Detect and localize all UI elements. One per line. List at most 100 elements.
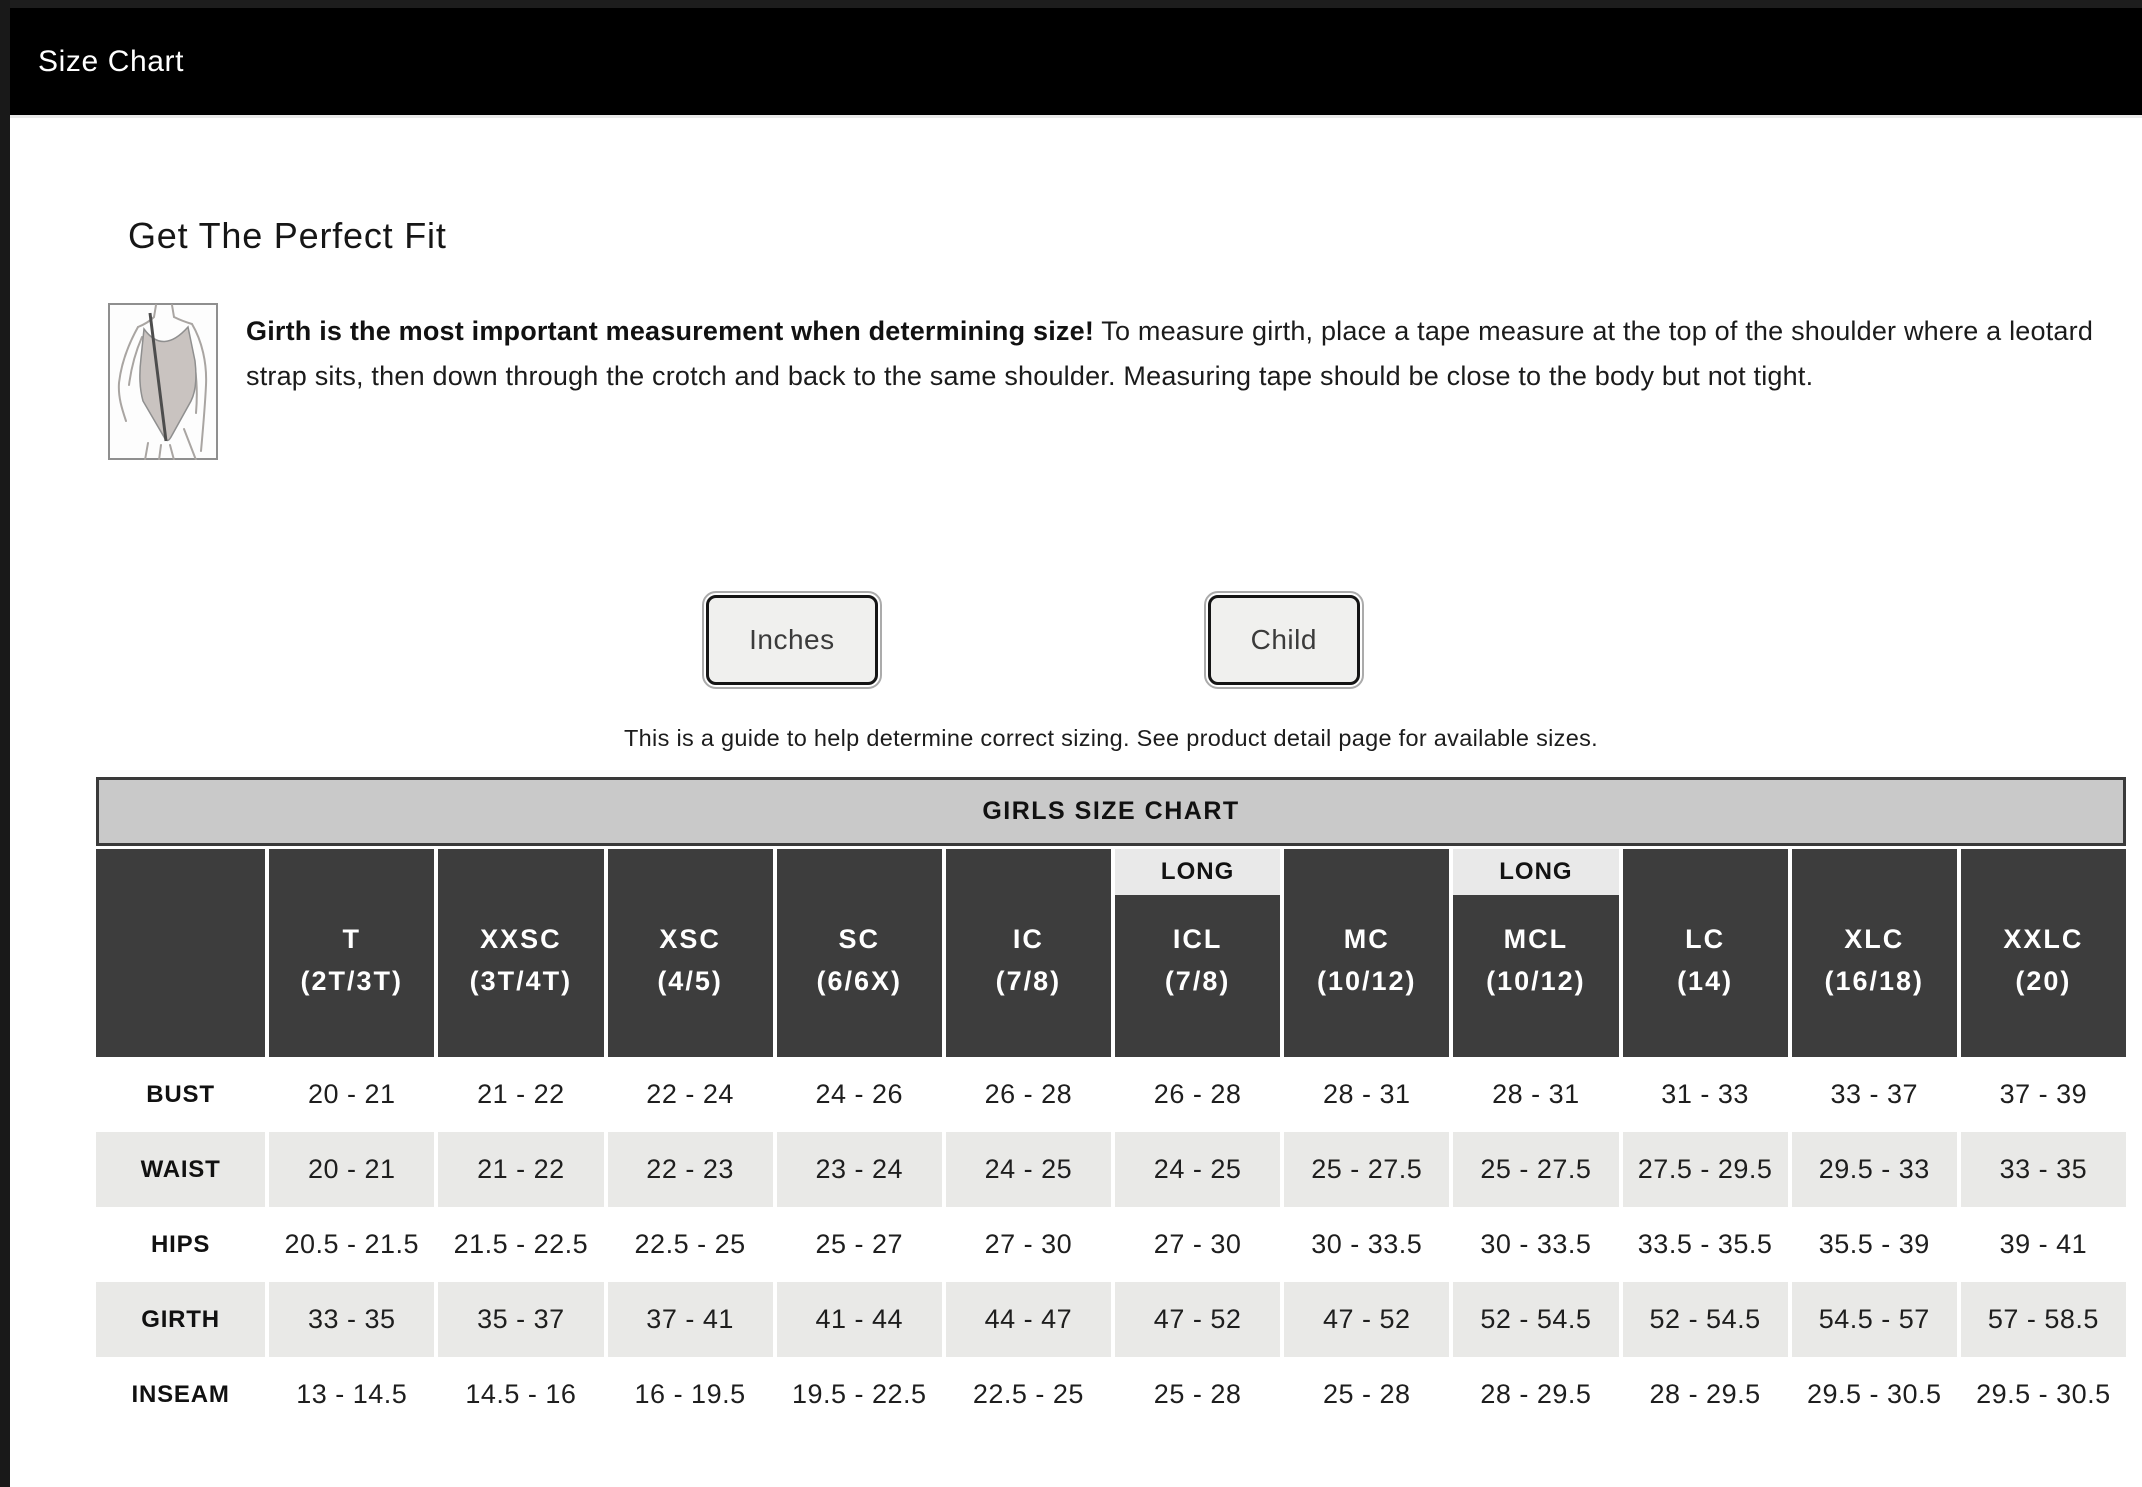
table-cell: 21.5 - 22.5: [434, 1207, 603, 1282]
girth-line: [148, 312, 168, 442]
table-row-girth: GIRTH 33 - 35 35 - 37 37 - 41 41 - 44 44…: [96, 1282, 2126, 1357]
column-header-icl: LONG ICL (7/8): [1111, 849, 1281, 1057]
table-cell: 30 - 33.5: [1280, 1207, 1449, 1282]
column-header-xxlc: XXLC (20): [1956, 849, 2126, 1057]
table-cell: 28 - 29.5: [1618, 1357, 1788, 1432]
column-header-mcl: LONG MCL (10/12): [1449, 849, 1619, 1057]
table-cell: 25 - 28: [1111, 1357, 1280, 1432]
table-cell: 20.5 - 21.5: [265, 1207, 434, 1282]
column-name: T: [342, 923, 361, 954]
table-cell: 22.5 - 25: [603, 1207, 773, 1282]
table-cell: 37 - 39: [1956, 1057, 2126, 1132]
table-cell: 26 - 28: [1111, 1057, 1280, 1132]
table-cell: 26 - 28: [941, 1057, 1111, 1132]
modal-title: Size Chart: [38, 44, 185, 78]
column-header-t: T (2T/3T): [265, 849, 435, 1057]
chart-controls: Inches Child: [0, 591, 2099, 689]
units-button[interactable]: Inches: [702, 591, 882, 689]
table-cell: 21 - 22: [434, 1057, 603, 1132]
table-cell: 39 - 41: [1956, 1207, 2126, 1282]
size-chart-page: Get The Perfect Fit Girth is the most im…: [10, 121, 2142, 1432]
table-cell: 20 - 21: [265, 1132, 434, 1207]
column-size-range: (4/5): [657, 965, 723, 996]
table-cell: 28 - 29.5: [1449, 1357, 1618, 1432]
page-top-edge: [0, 0, 2142, 8]
table-cell: 19.5 - 22.5: [772, 1357, 942, 1432]
column-size-range: (2T/3T): [300, 965, 403, 996]
table-cell: 33.5 - 35.5: [1618, 1207, 1788, 1282]
page-title: Get The Perfect Fit: [128, 215, 447, 256]
column-name: XXSC: [480, 923, 562, 954]
table-title: GIRLS SIZE CHART: [96, 777, 2126, 846]
table-cell: 47 - 52: [1280, 1282, 1449, 1357]
column-size-range: (14): [1677, 965, 1734, 996]
row-label-bust: BUST: [146, 1080, 215, 1108]
table-cell: 22.5 - 25: [941, 1357, 1111, 1432]
table-cell: 31 - 33: [1618, 1057, 1788, 1132]
page-left-edge: [0, 0, 10, 1487]
table-cell: 37 - 41: [603, 1282, 773, 1357]
column-size-range: (6/6X): [816, 965, 902, 996]
row-label-girth: GIRTH: [141, 1305, 220, 1333]
row-label-hips: HIPS: [150, 1230, 211, 1258]
column-header-xsc: XSC (4/5): [603, 849, 773, 1057]
table-cell: 24 - 26: [772, 1057, 942, 1132]
girth-instructions-rest: To measure girth, place a tape measure a…: [246, 316, 2094, 391]
long-band: LONG: [1453, 849, 1619, 895]
table-cell: 28 - 31: [1280, 1057, 1449, 1132]
girth-measurement-illustration: [108, 303, 218, 460]
column-size-range: (7/8): [1164, 965, 1231, 996]
table-cell: 13 - 14.5: [265, 1357, 434, 1432]
table-cell: 41 - 44: [772, 1282, 942, 1357]
table-cell: 35 - 37: [434, 1282, 603, 1357]
table-cell: 30 - 33.5: [1449, 1207, 1618, 1282]
table-row-bust: BUST 20 - 21 21 - 22 22 - 24 24 - 26 26 …: [96, 1057, 2126, 1132]
table-cell: 16 - 19.5: [603, 1357, 773, 1432]
table-cell: 57 - 58.5: [1956, 1282, 2126, 1357]
table-cell: 25 - 27.5: [1449, 1132, 1618, 1207]
table-cell: 24 - 25: [1111, 1132, 1280, 1207]
column-name: XXLC: [2003, 923, 2084, 954]
table-cell: 27 - 30: [1111, 1207, 1280, 1282]
column-size-range: (7/8): [995, 965, 1062, 996]
table-row-inseam: INSEAM 13 - 14.5 14.5 - 16 16 - 19.5 19.…: [96, 1357, 2126, 1432]
table-cell: 25 - 27: [772, 1207, 942, 1282]
girth-instructions-bold: Girth is the most important measurement …: [246, 316, 1095, 346]
table-cell: 27.5 - 29.5: [1618, 1132, 1788, 1207]
table-cell: 22 - 23: [603, 1132, 773, 1207]
table-cell: 52 - 54.5: [1449, 1282, 1618, 1357]
column-name: MCL: [1503, 923, 1569, 954]
column-name: SC: [838, 923, 880, 954]
table-cell: 33 - 37: [1787, 1057, 1957, 1132]
table-cell: 52 - 54.5: [1618, 1282, 1788, 1357]
table-cell: 20 - 21: [265, 1057, 434, 1132]
column-size-range: (20): [2015, 965, 2072, 996]
category-button[interactable]: Child: [1203, 591, 1364, 689]
table-row-waist: WAIST 20 - 21 21 - 22 22 - 23 23 - 24 24…: [96, 1132, 2126, 1207]
long-band: LONG: [1115, 849, 1281, 895]
size-chart-table: GIRLS SIZE CHART T (2T/3T) XXSC (3T/4T) …: [96, 777, 2126, 1432]
table-cell: 29.5 - 30.5: [1956, 1357, 2126, 1432]
column-header-xxsc: XXSC (3T/4T): [434, 849, 604, 1057]
table-cell: 28 - 31: [1449, 1057, 1618, 1132]
table-cell: 21 - 22: [434, 1132, 603, 1207]
column-name: IC: [1012, 923, 1044, 954]
column-header-lc: LC (14): [1618, 849, 1788, 1057]
table-cell: 35.5 - 39: [1787, 1207, 1957, 1282]
girth-instructions: Girth is the most important measurement …: [246, 309, 2102, 399]
table-cell: 24 - 25: [941, 1132, 1111, 1207]
column-header-sc: SC (6/6X): [772, 849, 942, 1057]
column-name: ICL: [1172, 923, 1223, 954]
table-cell: 44 - 47: [941, 1282, 1111, 1357]
table-cell: 22 - 24: [603, 1057, 773, 1132]
column-header-blank: [96, 849, 266, 1057]
row-label-waist: WAIST: [140, 1155, 221, 1183]
column-name: XSC: [659, 923, 721, 954]
table-row-hips: HIPS 20.5 - 21.5 21.5 - 22.5 22.5 - 25 2…: [96, 1207, 2126, 1282]
girth-intro-section: Girth is the most important measurement …: [108, 303, 2102, 460]
column-name: LC: [1685, 923, 1726, 954]
table-cell: 14.5 - 16: [434, 1357, 603, 1432]
column-header-xlc: XLC (16/18): [1787, 849, 1957, 1057]
table-cell: 25 - 27.5: [1280, 1132, 1449, 1207]
modal-header: Size Chart: [10, 8, 2142, 118]
